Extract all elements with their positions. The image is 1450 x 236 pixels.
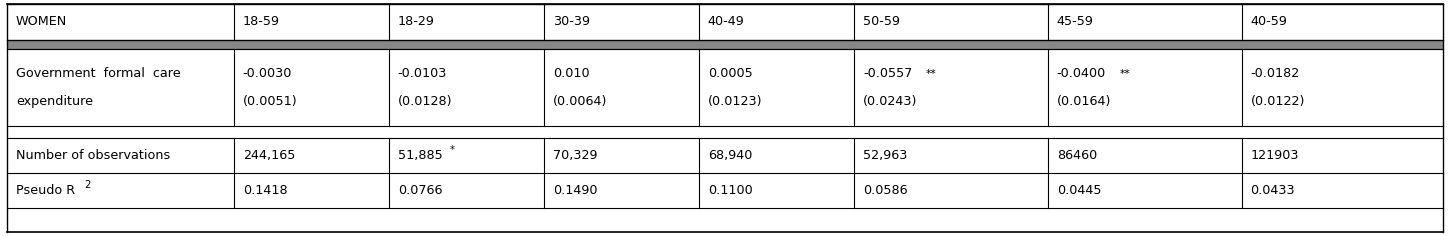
- Text: -0.0030: -0.0030: [242, 67, 291, 80]
- Text: **: **: [927, 68, 937, 79]
- Text: **: **: [1119, 68, 1131, 79]
- Text: 0.1100: 0.1100: [708, 184, 753, 197]
- Text: 0.1418: 0.1418: [242, 184, 287, 197]
- Text: 50-59: 50-59: [863, 15, 900, 28]
- Text: (0.0122): (0.0122): [1250, 95, 1305, 108]
- Text: Pseudo R: Pseudo R: [16, 184, 75, 197]
- Text: *: *: [450, 145, 455, 155]
- Text: 45-59: 45-59: [1057, 15, 1093, 28]
- Text: 18-59: 18-59: [242, 15, 280, 28]
- Text: (0.0243): (0.0243): [863, 95, 918, 108]
- Text: 0.0433: 0.0433: [1250, 184, 1295, 197]
- Text: 40-59: 40-59: [1250, 15, 1288, 28]
- Text: (0.0128): (0.0128): [397, 95, 452, 108]
- Text: 40-49: 40-49: [708, 15, 745, 28]
- Text: 30-39: 30-39: [552, 15, 590, 28]
- Text: 244,165: 244,165: [242, 149, 296, 162]
- Text: 0.0005: 0.0005: [708, 67, 753, 80]
- Text: WOMEN: WOMEN: [16, 15, 67, 28]
- Text: 51,885: 51,885: [397, 149, 442, 162]
- Text: Number of observations: Number of observations: [16, 149, 170, 162]
- Text: (0.0164): (0.0164): [1057, 95, 1111, 108]
- Text: 0.0445: 0.0445: [1057, 184, 1101, 197]
- Text: (0.0051): (0.0051): [242, 95, 297, 108]
- Text: -0.0103: -0.0103: [397, 67, 447, 80]
- Text: -0.0400: -0.0400: [1057, 67, 1106, 80]
- Text: 121903: 121903: [1250, 149, 1299, 162]
- Text: 0.1490: 0.1490: [552, 184, 597, 197]
- Bar: [7, 40, 1443, 49]
- Text: 0.0586: 0.0586: [863, 184, 908, 197]
- Text: 18-29: 18-29: [397, 15, 435, 28]
- Text: (0.0123): (0.0123): [708, 95, 763, 108]
- Text: 68,940: 68,940: [708, 149, 753, 162]
- Text: 70,329: 70,329: [552, 149, 597, 162]
- Text: 52,963: 52,963: [863, 149, 908, 162]
- Text: -0.0182: -0.0182: [1250, 67, 1299, 80]
- Text: 86460: 86460: [1057, 149, 1098, 162]
- Text: 2: 2: [84, 180, 91, 190]
- Text: 0.010: 0.010: [552, 67, 590, 80]
- Text: (0.0064): (0.0064): [552, 95, 608, 108]
- Text: -0.0557: -0.0557: [863, 67, 912, 80]
- Text: 0.0766: 0.0766: [397, 184, 442, 197]
- Text: expenditure: expenditure: [16, 95, 93, 108]
- Text: Government  formal  care: Government formal care: [16, 67, 181, 80]
